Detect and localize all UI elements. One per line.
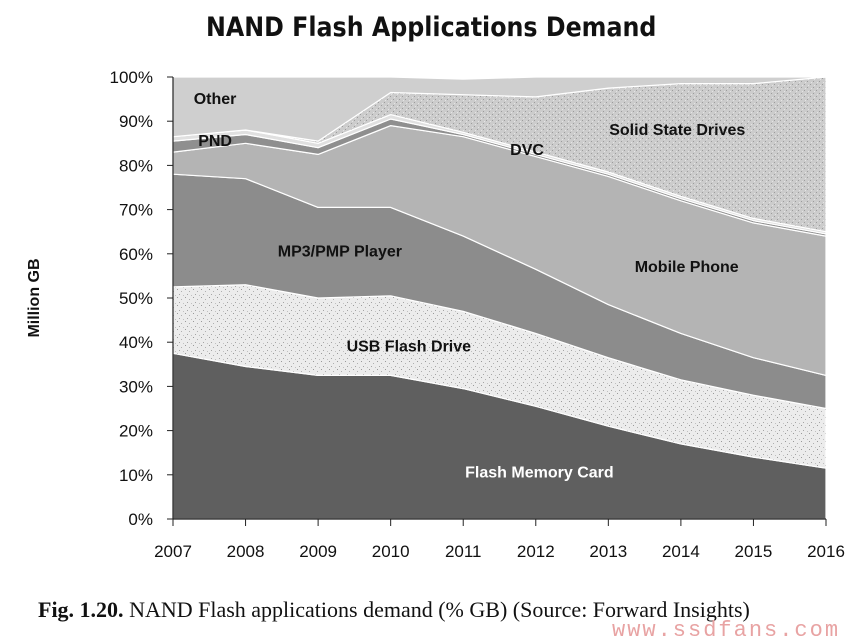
caption-text: NAND Flash applications demand (% GB) (S… [129,597,750,622]
x-tick-label: 2013 [589,542,627,561]
plot-area [172,76,827,520]
series-label-solid-state-drives: Solid State Drives [609,122,745,139]
x-tick-label: 2012 [517,542,555,561]
series-label-other: Other [194,91,237,108]
x-tick-label: 2010 [372,542,410,561]
series-label-dvc: DVC [510,142,544,159]
y-tick-label: 60% [119,245,153,264]
y-tick-label: 70% [119,201,153,220]
y-tick-label: 20% [119,422,153,441]
series-label-pnd: PND [198,133,232,150]
y-tick-label: 50% [119,289,153,308]
y-tick-label: 100% [110,68,153,87]
x-tick-label: 2011 [445,542,482,561]
series-label-mp3-pmp-player: MP3/PMP Player [278,244,402,261]
chart-title: NAND Flash Applications Demand [205,12,657,43]
x-tick-label: 2009 [299,542,337,561]
series-label-mobile-phone: Mobile Phone [635,259,739,276]
area-other [172,76,827,142]
watermark: www.ssdfans.com [612,618,841,643]
x-tick-label: 2008 [227,542,265,561]
x-tick-label: 2014 [662,542,700,561]
axes: 0% 10% 20% 30% 40% 50% 60% 70% 80% 90% 100% 2007 200… [110,68,845,561]
x-tick-label: 2016 [807,542,845,561]
series-label-usb-flash-drive: USB Flash Drive [347,339,472,356]
y-tick-label: 90% [119,112,153,131]
y-tick-label: 10% [119,466,153,485]
x-tick-label: 2007 [154,542,192,561]
y-tick-label: 0% [128,510,153,529]
figure-number: Fig. 1.20. [38,597,124,622]
figure-caption: Fig. 1.20. NAND Flash applications deman… [38,597,750,623]
y-tick-label: 30% [119,377,153,396]
y-tick-label: 80% [119,156,153,175]
series-label-flash-memory-card: Flash Memory Card [465,465,613,482]
series-labels: Other PND DVC Solid State Drives MP3/PMP Pla… [194,91,746,481]
x-tick-label: 2015 [735,542,773,561]
y-tick-label: 40% [119,333,153,352]
